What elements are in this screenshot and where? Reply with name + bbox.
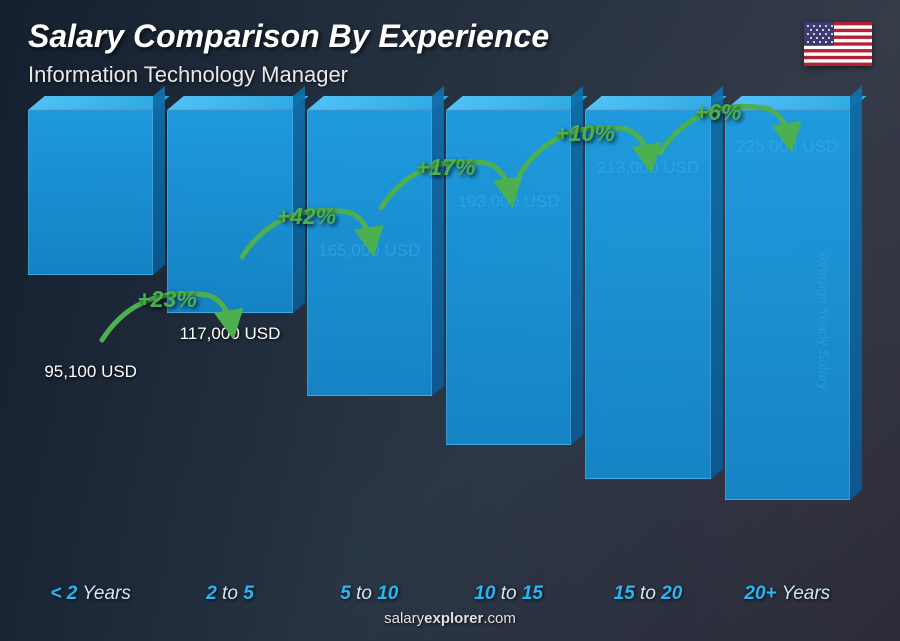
bar-group: 165,000 USD5 to 10+42% — [307, 110, 432, 571]
pct-label: +10% — [555, 120, 614, 147]
bar — [167, 110, 292, 313]
bar-group: 225,000 USD20+ Years+6% — [725, 110, 850, 571]
category-label: 20+ Years — [744, 583, 830, 605]
pct-label: +17% — [416, 154, 475, 181]
bar-group: 95,100 USD< 2 Years — [28, 110, 153, 571]
pct-label: +42% — [277, 203, 336, 230]
bar — [28, 110, 153, 275]
pct-label: +23% — [137, 286, 196, 313]
chart-subtitle: Information Technology Manager — [28, 62, 348, 88]
us-flag-icon — [804, 22, 872, 66]
bar-value-label: 95,100 USD — [44, 362, 137, 382]
category-label: 15 to 20 — [614, 583, 683, 605]
bar — [585, 110, 710, 479]
category-label: < 2 Years — [50, 583, 130, 605]
category-label: 2 to 5 — [206, 583, 254, 605]
category-label: 10 to 15 — [474, 583, 543, 605]
footer-bold: explorer — [424, 610, 483, 627]
chart-title: Salary Comparison By Experience — [28, 18, 549, 55]
bar-group: 213,000 USD15 to 20+10% — [585, 110, 710, 571]
bar-value-label: 117,000 USD — [180, 324, 281, 344]
bar-group: 193,000 USD10 to 15+17% — [446, 110, 571, 571]
bar — [307, 110, 432, 396]
footer-prefix: salary — [384, 610, 424, 627]
bar-chart: 95,100 USD< 2 Years117,000 USD2 to 5+23%… — [28, 110, 850, 571]
footer-suffix: .com — [483, 610, 516, 627]
bar-group: 117,000 USD2 to 5+23% — [167, 110, 292, 571]
pct-label: +6% — [695, 99, 742, 126]
category-label: 5 to 10 — [340, 583, 398, 605]
footer-credit: salaryexplorer.com — [384, 610, 516, 627]
bar — [725, 110, 850, 500]
